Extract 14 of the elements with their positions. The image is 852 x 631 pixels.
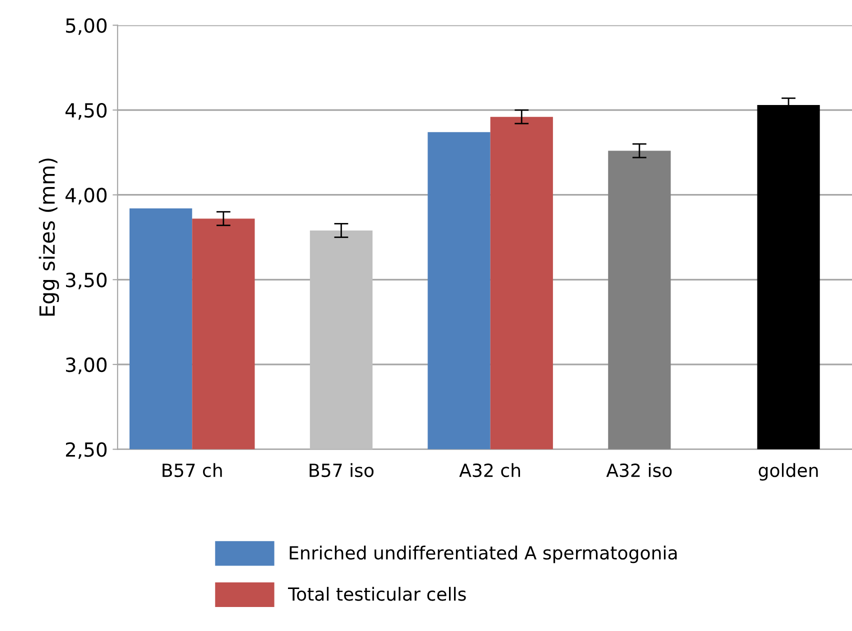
x-tick-label: B57 ch [162,463,222,478]
y-tick-label: 3,00 [66,357,107,374]
y-axis-title: Egg sizes (mm) [38,158,60,316]
x-tick-label: golden [758,463,818,481]
y-tick-label: 2,50 [66,442,107,459]
y-tick-label: 3,50 [66,272,107,290]
y-tick-label: 4,50 [66,103,107,120]
x-tick-label: B57 iso [310,463,374,478]
y-tick-label: 5,00 [66,18,107,35]
legend-label: Enriched undifferentiated A spermatogonia [290,546,677,564]
legend-label: Total testicular cells [288,586,466,601]
x-tick-label: A32 ch [459,463,520,478]
x-tick-label: A32 iso [606,463,672,478]
y-tick-label: 4,00 [66,188,107,204]
